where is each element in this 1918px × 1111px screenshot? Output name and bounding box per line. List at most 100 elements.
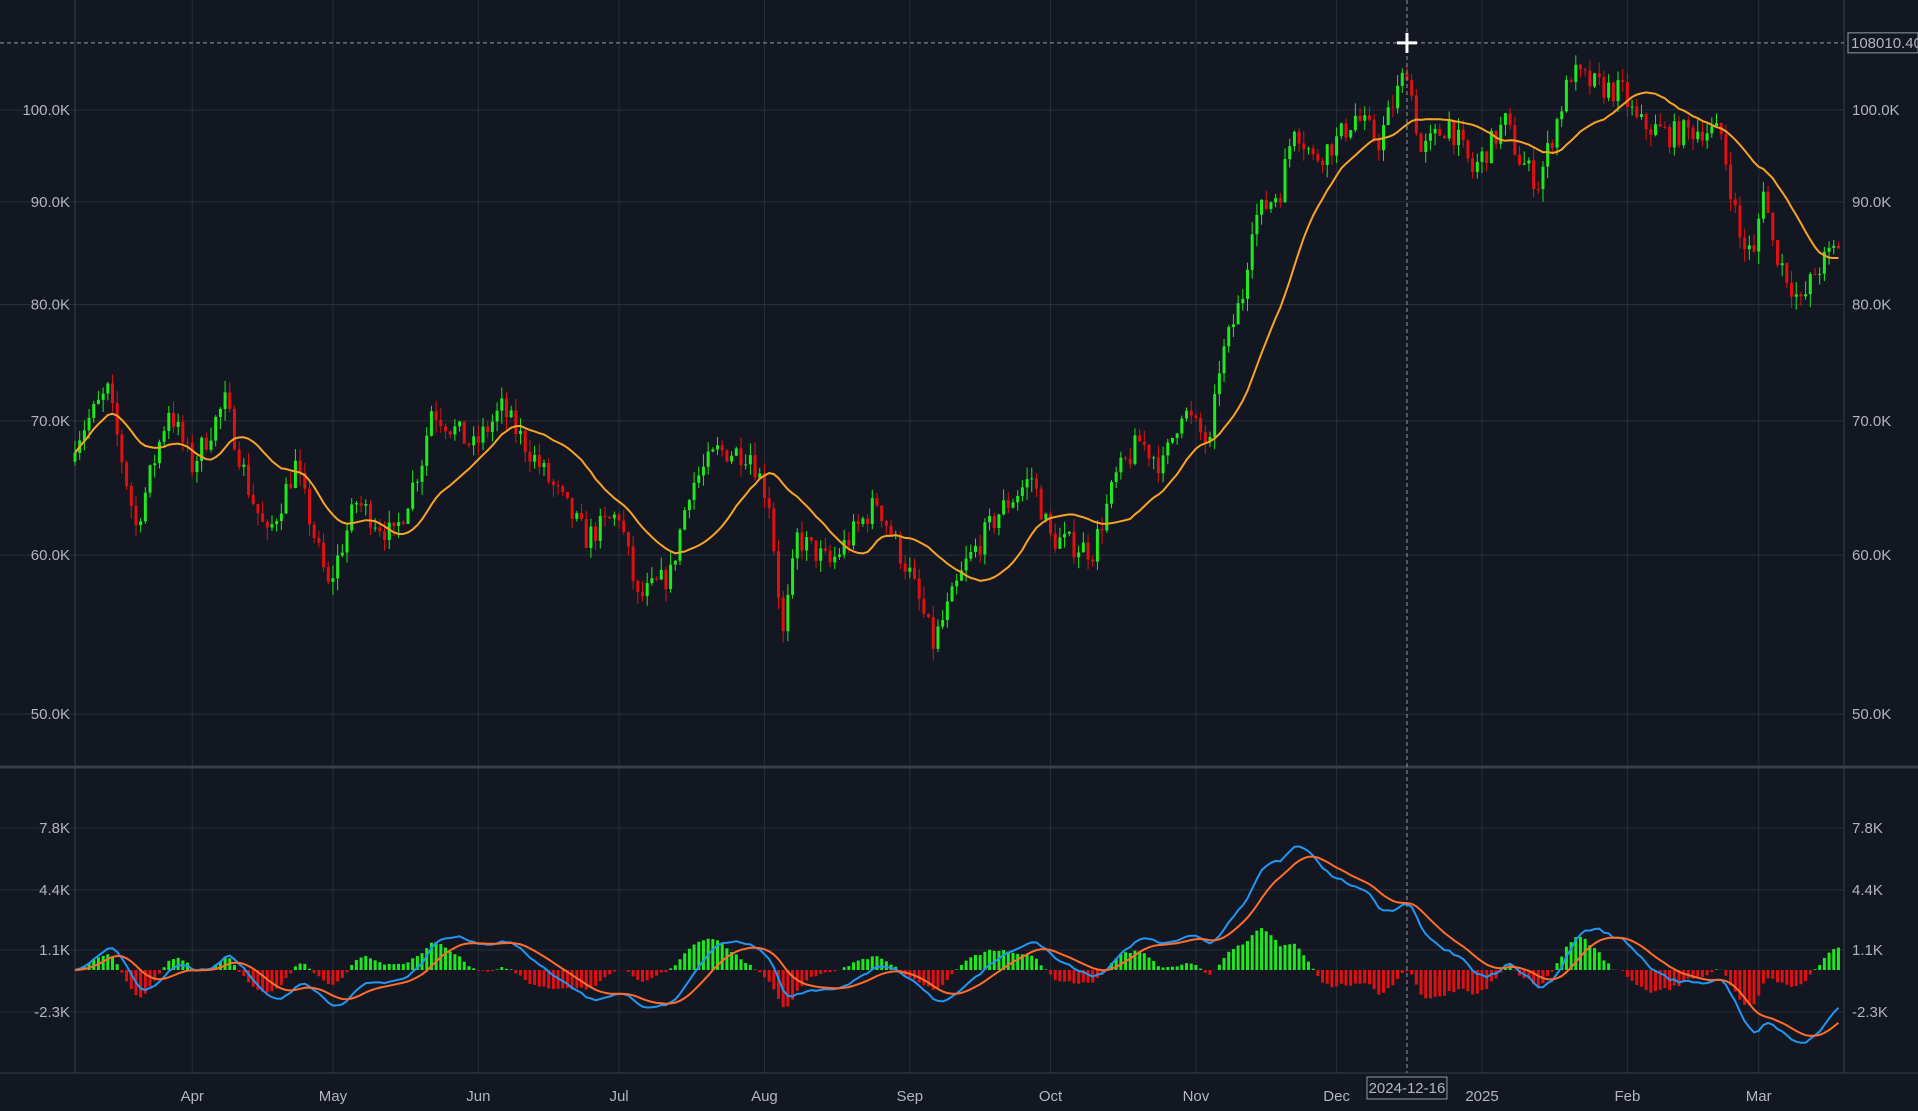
candle-body: [1025, 479, 1029, 488]
candle: [115, 391, 119, 447]
candle-body: [1649, 129, 1653, 136]
candle-body: [1560, 111, 1564, 120]
candle-body: [1250, 234, 1254, 270]
candle: [1053, 523, 1057, 553]
candle-body: [1836, 245, 1840, 249]
macd-histogram-bar: [162, 967, 166, 970]
candle-body: [1428, 133, 1432, 141]
candle-body: [1278, 198, 1282, 203]
candle-body: [218, 408, 222, 417]
macd-histogram-bar: [1006, 951, 1010, 970]
candle: [111, 374, 115, 412]
time-axis-label: Sep: [896, 1088, 923, 1105]
candle-body: [237, 449, 241, 467]
macd-axis-label-right: 7.8K: [1852, 820, 1883, 837]
candle: [1597, 62, 1601, 86]
macd-histogram-bar: [655, 970, 659, 976]
candle: [509, 405, 513, 419]
macd-histogram-bar: [1630, 970, 1634, 981]
candle-body: [1367, 115, 1371, 120]
candle-body: [1635, 106, 1639, 118]
candle-body: [786, 594, 790, 632]
macd-histogram-bar: [823, 970, 827, 973]
candle: [1700, 121, 1704, 147]
candle-body: [701, 466, 705, 476]
macd-histogram-bar: [242, 970, 246, 976]
time-axis-label: Nov: [1183, 1088, 1210, 1105]
candle: [322, 533, 326, 572]
macd-histogram-bar: [1063, 970, 1067, 982]
candle-body: [1166, 442, 1170, 456]
candle: [209, 427, 213, 453]
candle-body: [706, 451, 710, 467]
main-pane[interactable]: [73, 55, 1840, 661]
macd-histogram-bar: [368, 958, 372, 970]
macd-histogram-bar: [1199, 968, 1203, 970]
candle: [1344, 118, 1348, 142]
candle: [472, 426, 476, 456]
candle-body: [1747, 245, 1751, 250]
candle-body: [265, 521, 269, 528]
macd-histogram-bar: [945, 970, 949, 980]
candle: [439, 407, 443, 433]
candle-body: [1710, 126, 1714, 134]
candle-body: [1761, 191, 1765, 219]
macd-histogram-bar: [373, 960, 377, 970]
candle-body: [819, 548, 823, 561]
macd-histogram-bar: [326, 970, 330, 985]
candle: [490, 414, 494, 442]
candle: [1419, 132, 1423, 153]
candle: [969, 544, 973, 562]
candle: [809, 536, 813, 544]
candle: [1283, 148, 1287, 203]
candle: [1672, 113, 1676, 156]
macd-histogram-bar: [884, 961, 888, 970]
candle-body: [805, 537, 809, 551]
candle: [73, 440, 77, 466]
macd-histogram-bar: [434, 941, 438, 970]
candle-body: [683, 510, 687, 530]
candle: [1457, 118, 1461, 156]
candle-body: [242, 464, 246, 467]
candle: [1236, 295, 1240, 325]
candle: [1335, 127, 1339, 164]
time-axis-label: Oct: [1039, 1088, 1063, 1105]
macd-histogram-bar: [1119, 953, 1123, 970]
candle-body: [96, 399, 100, 404]
candle-body: [1288, 146, 1292, 160]
candle-body: [284, 484, 288, 514]
macd-histogram-bar: [1400, 970, 1404, 973]
macd-histogram-bar: [1560, 956, 1564, 970]
crosshair-date-box: [1366, 1076, 1448, 1100]
candle: [950, 582, 954, 602]
candle: [1485, 150, 1489, 172]
candle-body: [1002, 500, 1006, 515]
macd-histogram-bar: [476, 970, 480, 971]
candle: [406, 507, 410, 524]
macd-histogram-bar: [406, 962, 410, 970]
macd-histogram-bar: [1419, 970, 1423, 995]
candle-body: [781, 597, 785, 632]
macd-histogram-bar: [777, 970, 780, 999]
candle: [1217, 360, 1221, 407]
macd-pane[interactable]: [74, 845, 1840, 1044]
candle-body: [645, 583, 649, 597]
candle: [143, 487, 147, 524]
candle: [537, 443, 541, 475]
candle-body: [336, 555, 340, 579]
macd-histogram-bar: [218, 961, 222, 970]
candle-body: [1442, 135, 1446, 139]
macd-histogram-bar: [631, 970, 635, 977]
candle: [1822, 246, 1826, 282]
macd-histogram-bar: [1644, 970, 1648, 991]
candle-body: [1072, 531, 1076, 558]
candle: [1189, 400, 1193, 425]
candle: [1288, 138, 1292, 168]
macd-histogram-bar: [636, 970, 640, 980]
candle-body: [364, 504, 368, 506]
macd-histogram-bar: [1733, 970, 1737, 992]
candle: [1550, 139, 1554, 155]
macd-histogram-bar: [1635, 970, 1639, 986]
